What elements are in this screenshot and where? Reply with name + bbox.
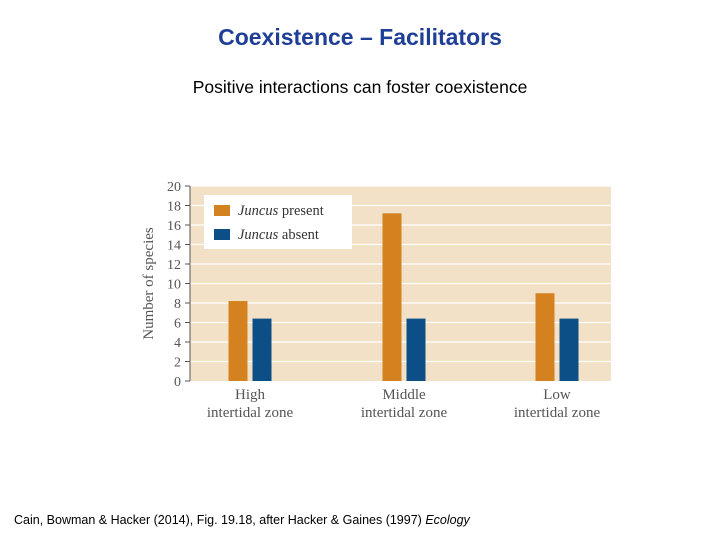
y-tick-label: 12 xyxy=(167,258,181,273)
y-tick-label: 10 xyxy=(167,278,181,293)
bar xyxy=(559,318,579,381)
citation-text: Cain, Bowman & Hacker (2014), Fig. 19.18… xyxy=(14,513,426,527)
bar xyxy=(382,213,402,381)
y-tick-label: 0 xyxy=(174,375,181,390)
y-tick-label: 14 xyxy=(167,239,181,254)
y-axis-title: Number of species xyxy=(141,227,157,340)
y-tick-label: 8 xyxy=(174,297,181,312)
x-category-label: Middle xyxy=(382,387,426,403)
legend: Juncus present Juncus absent xyxy=(204,195,352,249)
y-tick-label: 20 xyxy=(167,180,181,195)
x-category-sublabel: intertidal zone xyxy=(207,405,294,421)
citation-journal: Ecology xyxy=(425,513,470,527)
x-category-sublabel: intertidal zone xyxy=(514,405,601,421)
citation: Cain, Bowman & Hacker (2014), Fig. 19.18… xyxy=(14,513,470,527)
y-tick-label: 6 xyxy=(174,317,181,332)
legend-swatch xyxy=(214,205,230,216)
bar xyxy=(252,318,272,381)
legend-swatch xyxy=(214,229,230,240)
slide-title: Coexistence – Facilitators xyxy=(218,24,502,50)
bar xyxy=(228,301,248,381)
slide-subtitle: Positive interactions can foster coexist… xyxy=(192,77,528,97)
legend-label: Juncus absent xyxy=(238,227,319,243)
y-tick-label: 18 xyxy=(167,200,181,215)
x-category-sublabel: intertidal zone xyxy=(361,405,448,421)
y-tick-label: 2 xyxy=(174,356,181,371)
x-category-label: Low xyxy=(543,387,571,403)
legend-label: Juncus present xyxy=(238,203,324,219)
y-tick-label: 16 xyxy=(167,219,181,234)
y-tick-label: 4 xyxy=(174,336,181,351)
bar xyxy=(406,318,426,381)
x-category-label: High xyxy=(235,387,266,403)
bar xyxy=(535,293,555,381)
